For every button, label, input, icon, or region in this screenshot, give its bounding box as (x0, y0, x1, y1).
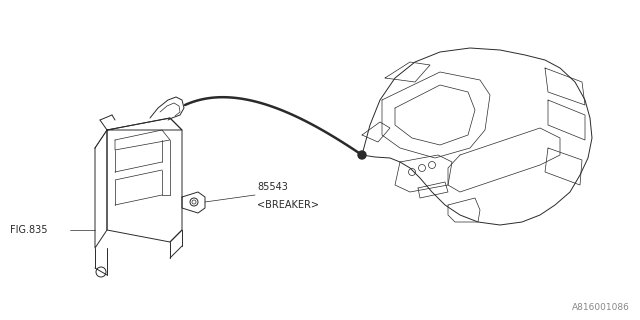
Circle shape (358, 151, 366, 159)
Text: 85543: 85543 (257, 182, 288, 192)
Text: FIG.835: FIG.835 (10, 225, 47, 235)
Text: <BREAKER>: <BREAKER> (257, 200, 319, 210)
Text: A816001086: A816001086 (572, 303, 630, 312)
